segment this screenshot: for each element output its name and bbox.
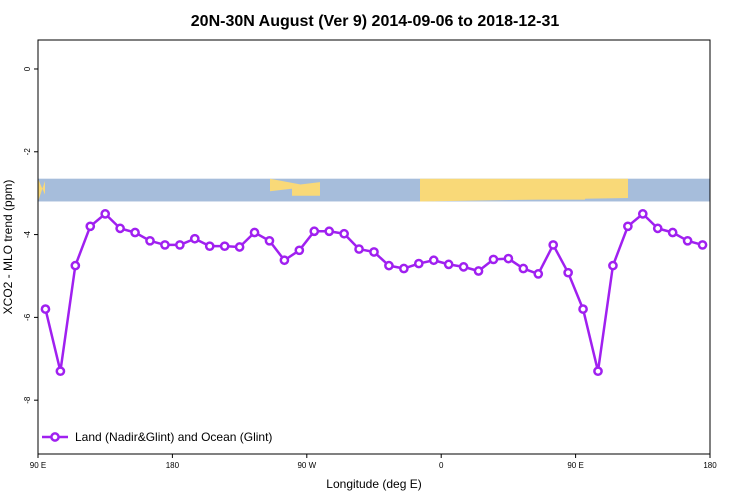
data-point-1	[55, 366, 66, 377]
data-point-4	[100, 209, 111, 219]
data-point-30	[488, 254, 499, 265]
data-point-42	[667, 227, 678, 238]
data-point-38	[608, 260, 618, 271]
x-axis: 90 E 180 90 W 0 90 E 180	[30, 454, 717, 470]
map-land-5	[587, 178, 628, 199]
data-point-9	[175, 240, 185, 250]
series-line-0	[44, 212, 703, 373]
data-point-34	[548, 240, 559, 250]
series-layer	[40, 209, 708, 377]
data-point-19	[324, 226, 335, 237]
data-point-26	[428, 255, 439, 266]
data-point-11	[204, 241, 215, 252]
data-point-27	[443, 259, 454, 270]
map-land-2	[292, 182, 320, 196]
y-tick-label-4: -8	[23, 396, 32, 404]
data-point-10	[189, 233, 200, 244]
data-point-40	[637, 209, 648, 219]
data-point-20	[339, 228, 349, 239]
data-point-44	[697, 240, 708, 250]
y-tick-label-0: 0	[23, 66, 32, 71]
data-point-33	[533, 269, 544, 279]
x-tick-label-1: 180	[166, 461, 180, 470]
data-point-39	[623, 221, 633, 232]
data-point-12	[219, 241, 230, 252]
legend-label: Land (Nadir&Glint) and Ocean (Glint)	[75, 430, 272, 444]
data-point-18	[309, 226, 320, 237]
y-tick-label-2: -4	[23, 230, 32, 238]
x-tick-label-0: 90 E	[30, 461, 46, 470]
map-land-asia	[435, 181, 585, 200]
x-axis-label: Longitude (deg E)	[326, 477, 421, 491]
map-strip	[38, 178, 710, 202]
data-point-21	[354, 244, 364, 254]
x-tick-label-5: 180	[703, 461, 717, 470]
data-point-36	[578, 304, 588, 314]
data-point-35	[563, 267, 573, 278]
data-point-17	[294, 245, 305, 256]
y-tick-label-3: -6	[23, 313, 32, 321]
data-point-7	[145, 235, 155, 246]
data-point-29	[473, 266, 484, 276]
data-point-6	[130, 227, 140, 238]
data-point-23	[384, 260, 394, 271]
data-point-3	[85, 221, 96, 232]
data-point-25	[413, 258, 424, 269]
data-point-37	[593, 366, 603, 377]
data-point-8	[160, 240, 170, 250]
data-point-13	[234, 242, 245, 252]
data-point-14	[249, 227, 260, 238]
data-point-0	[40, 304, 51, 314]
data-point-22	[369, 247, 379, 257]
legend-marker-swatch	[50, 432, 60, 442]
y-axis: 0 -2 -4 -6 -8	[23, 66, 38, 404]
data-point-41	[652, 223, 663, 234]
y-axis-label: XCO2 - MLO trend (ppm)	[1, 180, 15, 315]
legend: Land (Nadir&Glint) and Ocean (Glint)	[42, 430, 272, 444]
data-point-5	[115, 223, 125, 234]
y-tick-label-1: -2	[23, 148, 32, 156]
x-tick-label-3: 0	[439, 461, 444, 470]
data-point-2	[70, 260, 81, 271]
data-point-28	[458, 262, 469, 272]
x-tick-label-4: 90 E	[567, 461, 583, 470]
data-point-24	[399, 263, 409, 274]
map-land-0	[38, 178, 45, 202]
data-point-15	[264, 235, 275, 246]
data-point-16	[279, 255, 290, 266]
data-point-32	[518, 263, 529, 274]
plot-frame	[37, 39, 711, 455]
data-point-43	[682, 235, 693, 246]
x-tick-label-2: 90 W	[297, 461, 316, 470]
chart-title: 20N-30N August (Ver 9) 2014-09-06 to 201…	[191, 13, 560, 30]
data-point-31	[503, 253, 514, 264]
